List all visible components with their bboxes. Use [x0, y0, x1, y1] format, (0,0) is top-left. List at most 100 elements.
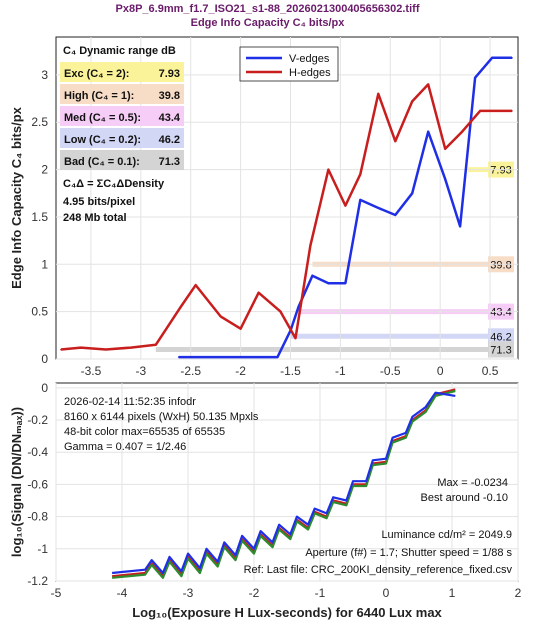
- series-point: [239, 327, 242, 330]
- bottom-y-tick-label: -1: [37, 542, 48, 556]
- series-point: [276, 356, 279, 358]
- top-y-tick-label: 2.5: [31, 115, 48, 129]
- series-point: [189, 356, 192, 358]
- series-point: [511, 110, 513, 112]
- bottom-x-axis-label: Log₁₀(Exposure H Lux-seconds) for 6440 L…: [132, 605, 442, 620]
- dr-row-value-1: 39.8: [159, 90, 180, 102]
- bottom-y-tick-label: 0: [41, 381, 48, 395]
- dr-row-value-3: 46.2: [159, 134, 180, 146]
- max-readout: Max = -0.0234: [437, 477, 508, 489]
- top-x-tick-label: 0.5: [482, 364, 499, 378]
- series-point: [427, 130, 429, 133]
- series-point: [219, 315, 222, 318]
- dr-row-label-0: Exc (C₄ = 2):: [64, 68, 129, 80]
- bottom-x-tick-label: -3: [183, 586, 194, 600]
- signal-line-blue: [111, 391, 456, 575]
- info-line-4: Gamma = 0.407 = 1/2.46: [64, 441, 186, 453]
- bottom-x-tick-labels: -5 -4 -3 -2 -1 0 1 2: [51, 586, 522, 600]
- info-line-2: 8160 x 6144 pixels (WxH) 50.135 Mpxls: [64, 411, 259, 423]
- series-point: [359, 173, 362, 176]
- series-point: [491, 57, 493, 59]
- bottom-x-tick-label: -5: [51, 586, 62, 600]
- top-x-tick-label: -2.5: [180, 364, 201, 378]
- series-point: [479, 110, 481, 112]
- series-point: [130, 346, 132, 349]
- threshold-label-4: 71.3: [490, 345, 511, 357]
- threshold-label-3: 46.2: [490, 331, 511, 343]
- bottom-y-tick-label: -0.6: [27, 477, 48, 491]
- chart-title-line2: Edge Info Capacity C₄ bits/px: [190, 17, 345, 29]
- series-point: [344, 282, 347, 285]
- series-point: [234, 356, 237, 358]
- top-x-tick-label: 0: [437, 364, 444, 378]
- threshold-label-1: 39.8: [490, 259, 511, 271]
- bottom-y-tick-label: -1.2: [27, 574, 48, 588]
- top-x-tick-label: -0.5: [380, 364, 401, 378]
- series-point: [179, 306, 182, 308]
- legend: V-edges H-edges: [239, 46, 339, 82]
- dr-row-label-4: Bad (C₄ = 0.1):: [64, 156, 140, 168]
- series-point: [444, 178, 446, 180]
- series-point: [344, 204, 347, 207]
- series-point: [376, 206, 379, 209]
- series-point: [80, 346, 82, 349]
- dynamic-range-box: C₄ Dynamic range dB Exc (C₄ = 2): 7.93 Hig…: [60, 45, 184, 224]
- series-line-v-edges: [178, 56, 512, 359]
- bottom-y-axis-label: log₁₀(Signal (DN/DNₘₐₓ)): [9, 407, 24, 557]
- density-formula: C₄Δ = ΣC₄ΔDensity: [63, 178, 165, 190]
- top-y-tick-label: 0: [41, 352, 48, 366]
- top-y-tick-label: 1: [41, 257, 48, 271]
- bottom-x-tick-label: -4: [117, 586, 128, 600]
- bottom-plot-frame: [55, 382, 519, 582]
- series-point: [377, 93, 380, 95]
- dr-row-bg-1: [60, 84, 184, 104]
- dr-row-bg-2: [60, 106, 184, 126]
- top-y-tick-labels: 0 0.5 1 1.5 2 2.5 3: [31, 68, 48, 366]
- top-x-tick-label: -3.5: [81, 364, 102, 378]
- bottom-y-tick-label: -0.8: [27, 510, 48, 524]
- legend-label-h-edges: H-edges: [289, 67, 331, 79]
- series-point: [297, 306, 300, 308]
- dr-row-label-1: High (C₄ = 1):: [64, 90, 134, 102]
- series-point: [494, 110, 496, 112]
- dr-row-bg-0: [60, 62, 184, 82]
- series-point: [474, 76, 476, 79]
- aperture-readout: Aperture (f#) = 1.7; Shutter speed = 1/8…: [305, 547, 512, 559]
- dynamic-range-header: C₄ Dynamic range dB: [63, 45, 176, 57]
- series-point: [177, 356, 180, 358]
- bottom-x-tick-label: 2: [515, 586, 522, 600]
- threshold-label-2: 43.4: [490, 307, 511, 319]
- top-x-tick-label: -3: [135, 364, 146, 378]
- top-x-tick-label: -1.5: [280, 364, 301, 378]
- threshold-label-bg-4: [488, 341, 514, 358]
- legend-box: [239, 46, 339, 82]
- top-x-tick-label: -2: [235, 364, 246, 378]
- series-point: [311, 274, 314, 277]
- bottom-x-tick-label: 1: [449, 586, 456, 600]
- dr-row-value-4: 71.3: [159, 156, 180, 168]
- series-point: [444, 147, 446, 150]
- top-x-tick-labels: -3.5 -3 -2.5 -2 -1.5 -1 -0.5 0 0.5: [81, 364, 499, 378]
- top-y-tick-label: 0.5: [31, 305, 48, 319]
- bottom-x-tick-label: -2: [249, 586, 260, 600]
- dr-row-label-3: Low (C₄ = 0.2):: [64, 134, 141, 146]
- legend-label-v-edges: V-edges: [289, 53, 330, 65]
- top-x-tick-label: -1: [335, 364, 346, 378]
- threshold-label-bg-3: [488, 328, 514, 345]
- bits-per-pixel: 4.95 bits/pixel: [63, 196, 135, 208]
- series-point: [411, 192, 414, 195]
- ref-file-readout: Ref: Last file: CRC_200KI_density_refere…: [244, 564, 513, 576]
- luminance-readout: Luminance cd/m² = 2049.9: [381, 529, 512, 541]
- bottom-y-tick-label: -0.2: [27, 413, 48, 427]
- series-point: [461, 130, 463, 133]
- series-point: [359, 199, 362, 201]
- top-y-tick-label: 1.5: [31, 210, 48, 224]
- series-point: [279, 310, 282, 313]
- dr-row-value-2: 43.4: [159, 112, 181, 124]
- series-point: [294, 337, 297, 339]
- dr-row-label-2: Med (C₄ = 0.5):: [64, 112, 141, 124]
- bottom-x-tick-label: 0: [383, 586, 390, 600]
- info-line-3: 48-bit color max=65535 of 65535: [64, 426, 225, 438]
